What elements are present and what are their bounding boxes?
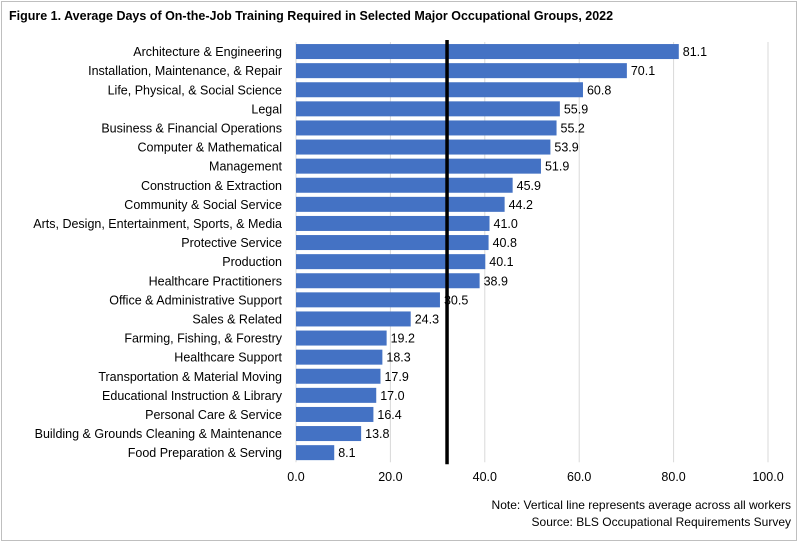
category-label: Legal — [251, 102, 282, 116]
value-label: 55.9 — [564, 102, 588, 116]
category-label: Computer & Mathematical — [137, 141, 282, 155]
value-label: 30.5 — [444, 293, 468, 307]
category-label: Protective Service — [181, 236, 282, 250]
value-label: 24.3 — [415, 312, 439, 326]
category-label: Transportation & Material Moving — [98, 370, 282, 384]
bar — [296, 330, 387, 346]
value-label: 13.8 — [365, 427, 389, 441]
value-labels: 81.1 70.1 60.8 55.9 55.2 53.9 51.9 45.9 44.2 41.0… — [338, 45, 707, 460]
category-label: Building & Grounds Cleaning & Maintenanc… — [35, 427, 282, 441]
x-tick-label: 20.0 — [378, 470, 402, 484]
category-label: Healthcare Support — [174, 351, 282, 365]
value-label: 17.9 — [384, 370, 408, 384]
value-label: 16.4 — [377, 408, 401, 422]
category-labels: Architecture & Engineering Installation, … — [33, 45, 282, 460]
chart-title: Figure 1. Average Days of On-the-Job Tra… — [9, 9, 614, 23]
value-label: 18.3 — [386, 351, 410, 365]
category-label: Arts, Design, Entertainment, Sports, & M… — [33, 217, 282, 231]
bar — [296, 254, 486, 270]
chart-note: Note: Vertical line represents average a… — [492, 498, 791, 512]
bar — [296, 82, 583, 98]
category-label: Installation, Maintenance, & Repair — [88, 64, 282, 78]
category-label: Farming, Fishing, & Forestry — [124, 332, 282, 346]
value-label: 55.2 — [561, 121, 585, 135]
value-label: 81.1 — [683, 45, 707, 59]
category-label: Personal Care & Service — [145, 408, 282, 422]
category-label: Construction & Extraction — [141, 179, 282, 193]
value-label: 17.0 — [380, 389, 404, 403]
bar — [296, 215, 490, 231]
bar — [296, 139, 551, 155]
category-label: Architecture & Engineering — [133, 45, 282, 59]
bar — [296, 273, 480, 289]
value-label: 40.8 — [493, 236, 517, 250]
bar — [296, 235, 489, 251]
x-tick-label: 100.0 — [752, 470, 783, 484]
bar — [296, 445, 335, 461]
bar — [296, 349, 383, 365]
bar — [296, 196, 505, 212]
value-label: 41.0 — [494, 217, 518, 231]
x-tick-label: 60.0 — [567, 470, 591, 484]
category-label: Production — [222, 255, 282, 269]
value-label: 40.1 — [489, 255, 513, 269]
category-label: Healthcare Practitioners — [149, 274, 282, 288]
bars — [296, 44, 679, 461]
bar — [296, 44, 679, 60]
x-axis-ticks: 0.0 20.0 40.0 60.0 80.0 100.0 — [287, 470, 783, 484]
category-label: Business & Financial Operations — [101, 121, 282, 135]
bar — [296, 158, 541, 174]
bar — [296, 292, 440, 308]
chart-notes: Note: Vertical line represents average a… — [492, 498, 791, 529]
bar — [296, 311, 411, 327]
category-label: Food Preparation & Serving — [128, 446, 282, 460]
bar — [296, 368, 381, 384]
value-label: 60.8 — [587, 83, 611, 97]
x-tick-label: 0.0 — [287, 470, 304, 484]
bar — [296, 426, 362, 442]
category-label: Life, Physical, & Social Science — [108, 83, 282, 97]
category-label: Educational Instruction & Library — [102, 389, 283, 403]
category-label: Management — [209, 160, 282, 174]
category-label: Sales & Related — [192, 312, 282, 326]
value-label: 53.9 — [554, 141, 578, 155]
value-label: 8.1 — [338, 446, 355, 460]
value-label: 70.1 — [631, 64, 655, 78]
value-label: 38.9 — [484, 274, 508, 288]
bar — [296, 120, 557, 136]
bar — [296, 63, 627, 79]
x-tick-label: 40.0 — [473, 470, 497, 484]
bar — [296, 387, 377, 403]
x-tick-label: 80.0 — [661, 470, 685, 484]
value-label: 19.2 — [391, 332, 415, 346]
category-label: Office & Administrative Support — [109, 293, 282, 307]
value-label: 51.9 — [545, 160, 569, 174]
bar — [296, 177, 513, 193]
chart-note: Source: BLS Occupational Requirements Su… — [532, 515, 791, 529]
value-label: 44.2 — [509, 198, 533, 212]
value-label: 45.9 — [517, 179, 541, 193]
bar — [296, 101, 560, 117]
category-label: Community & Social Service — [124, 198, 282, 212]
bar — [296, 406, 374, 422]
